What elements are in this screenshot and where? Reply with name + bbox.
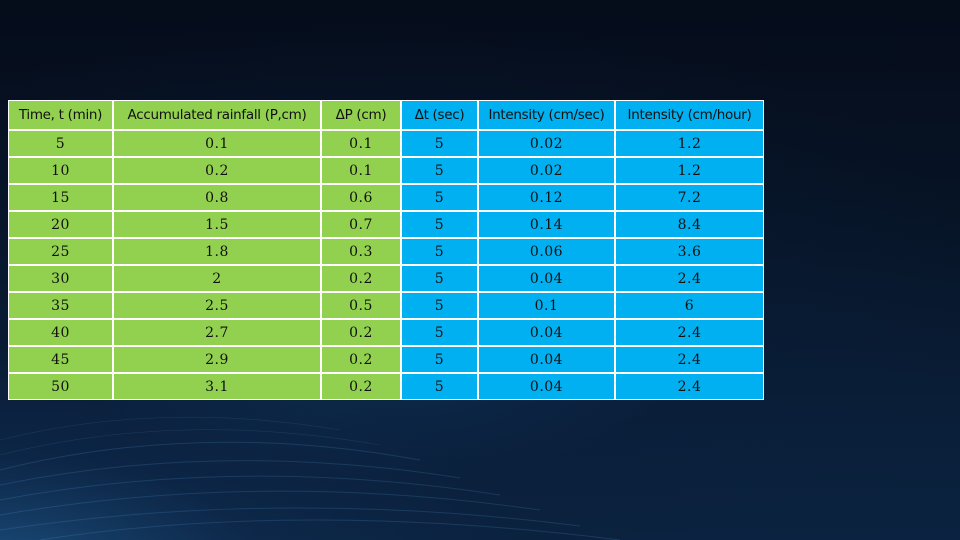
- cell-accumulated-rainfall: 2: [114, 266, 322, 293]
- cell-delta-t: 5: [402, 212, 479, 239]
- cell-delta-p: 0.2: [322, 266, 402, 293]
- table-row: 20 1.5 0.7 5 0.14 8.4: [9, 212, 763, 239]
- cell-intensity-cm-sec: 0.04: [479, 347, 616, 374]
- rainfall-table-container: Time, t (min) Accumulated rainfall (P,cm…: [8, 100, 764, 400]
- cell-intensity-cm-sec: 0.02: [479, 131, 616, 158]
- cell-delta-t: 5: [402, 158, 479, 185]
- rainfall-intensity-table: Time, t (min) Accumulated rainfall (P,cm…: [9, 101, 763, 399]
- cell-accumulated-rainfall: 1.8: [114, 239, 322, 266]
- header-delta-p: ΔP (cm): [322, 101, 402, 131]
- cell-delta-p: 0.5: [322, 293, 402, 320]
- cell-delta-t: 5: [402, 320, 479, 347]
- cell-time: 50: [9, 374, 114, 399]
- table-row: 25 1.8 0.3 5 0.06 3.6: [9, 239, 763, 266]
- cell-accumulated-rainfall: 2.7: [114, 320, 322, 347]
- cell-accumulated-rainfall: 0.2: [114, 158, 322, 185]
- cell-delta-p: 0.1: [322, 131, 402, 158]
- cell-intensity-cm-hour: 2.4: [616, 374, 763, 399]
- header-time: Time, t (min): [9, 101, 114, 131]
- cell-intensity-cm-hour: 2.4: [616, 266, 763, 293]
- cell-delta-t: 5: [402, 374, 479, 399]
- cell-delta-t: 5: [402, 347, 479, 374]
- cell-time: 20: [9, 212, 114, 239]
- cell-intensity-cm-hour: 1.2: [616, 131, 763, 158]
- cell-intensity-cm-sec: 0.14: [479, 212, 616, 239]
- cell-intensity-cm-sec: 0.06: [479, 239, 616, 266]
- header-intensity-cm-sec: Intensity (cm/sec): [479, 101, 616, 131]
- header-intensity-cm-hour: Intensity (cm/hour): [616, 101, 763, 131]
- header-accumulated-rainfall: Accumulated rainfall (P,cm): [114, 101, 322, 131]
- cell-time: 25: [9, 239, 114, 266]
- table-row: 40 2.7 0.2 5 0.04 2.4: [9, 320, 763, 347]
- cell-time: 40: [9, 320, 114, 347]
- cell-time: 15: [9, 185, 114, 212]
- cell-intensity-cm-sec: 0.04: [479, 374, 616, 399]
- cell-delta-t: 5: [402, 131, 479, 158]
- cell-accumulated-rainfall: 0.1: [114, 131, 322, 158]
- table-row: 50 3.1 0.2 5 0.04 2.4: [9, 374, 763, 399]
- cell-accumulated-rainfall: 3.1: [114, 374, 322, 399]
- cell-accumulated-rainfall: 0.8: [114, 185, 322, 212]
- cell-time: 45: [9, 347, 114, 374]
- cell-delta-p: 0.6: [322, 185, 402, 212]
- cell-delta-p: 0.2: [322, 320, 402, 347]
- cell-intensity-cm-hour: 7.2: [616, 185, 763, 212]
- cell-accumulated-rainfall: 2.9: [114, 347, 322, 374]
- cell-intensity-cm-hour: 2.4: [616, 347, 763, 374]
- cell-time: 10: [9, 158, 114, 185]
- cell-delta-p: 0.2: [322, 374, 402, 399]
- cell-delta-t: 5: [402, 239, 479, 266]
- table-row: 30 2 0.2 5 0.04 2.4: [9, 266, 763, 293]
- cell-time: 35: [9, 293, 114, 320]
- table-row: 10 0.2 0.1 5 0.02 1.2: [9, 158, 763, 185]
- cell-accumulated-rainfall: 2.5: [114, 293, 322, 320]
- cell-intensity-cm-sec: 0.04: [479, 266, 616, 293]
- table-row: 35 2.5 0.5 5 0.1 6: [9, 293, 763, 320]
- cell-delta-p: 0.3: [322, 239, 402, 266]
- cell-delta-t: 5: [402, 293, 479, 320]
- cell-delta-p: 0.7: [322, 212, 402, 239]
- cell-intensity-cm-hour: 3.6: [616, 239, 763, 266]
- table-row: 5 0.1 0.1 5 0.02 1.2: [9, 131, 763, 158]
- cell-delta-p: 0.2: [322, 347, 402, 374]
- table-row: 45 2.9 0.2 5 0.04 2.4: [9, 347, 763, 374]
- cell-intensity-cm-sec: 0.02: [479, 158, 616, 185]
- table-body: 5 0.1 0.1 5 0.02 1.2 10 0.2 0.1 5 0.02 1.2 15 0.8 0.6 5…: [9, 131, 763, 399]
- cell-intensity-cm-hour: 6: [616, 293, 763, 320]
- cell-intensity-cm-hour: 2.4: [616, 320, 763, 347]
- cell-time: 5: [9, 131, 114, 158]
- cell-intensity-cm-hour: 8.4: [616, 212, 763, 239]
- cell-delta-t: 5: [402, 266, 479, 293]
- cell-accumulated-rainfall: 1.5: [114, 212, 322, 239]
- cell-intensity-cm-hour: 1.2: [616, 158, 763, 185]
- cell-delta-t: 5: [402, 185, 479, 212]
- cell-intensity-cm-sec: 0.04: [479, 320, 616, 347]
- table-row: 15 0.8 0.6 5 0.12 7.2: [9, 185, 763, 212]
- cell-time: 30: [9, 266, 114, 293]
- cell-delta-p: 0.1: [322, 158, 402, 185]
- cell-intensity-cm-sec: 0.12: [479, 185, 616, 212]
- header-delta-t: Δt (sec): [402, 101, 479, 131]
- table-header-row: Time, t (min) Accumulated rainfall (P,cm…: [9, 101, 763, 131]
- cell-intensity-cm-sec: 0.1: [479, 293, 616, 320]
